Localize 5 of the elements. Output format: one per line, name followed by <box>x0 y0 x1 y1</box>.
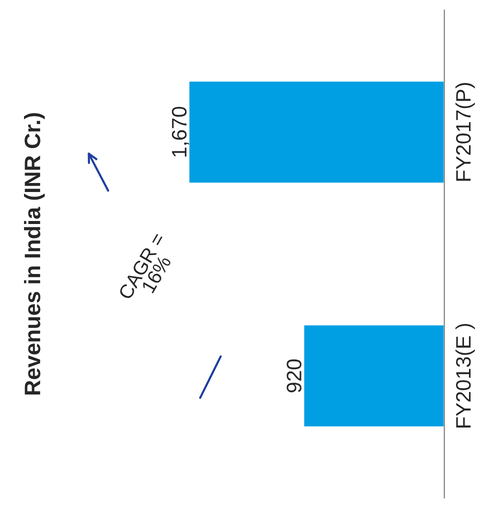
y-tick-label: FY2017(P) <box>455 83 475 181</box>
y-tick-label: FY2013(E ) <box>455 324 475 428</box>
text: Revenues in India (INR Cr.) <box>24 113 45 395</box>
data-label: 920 <box>286 359 302 392</box>
data-label: 1,670 <box>172 106 190 157</box>
